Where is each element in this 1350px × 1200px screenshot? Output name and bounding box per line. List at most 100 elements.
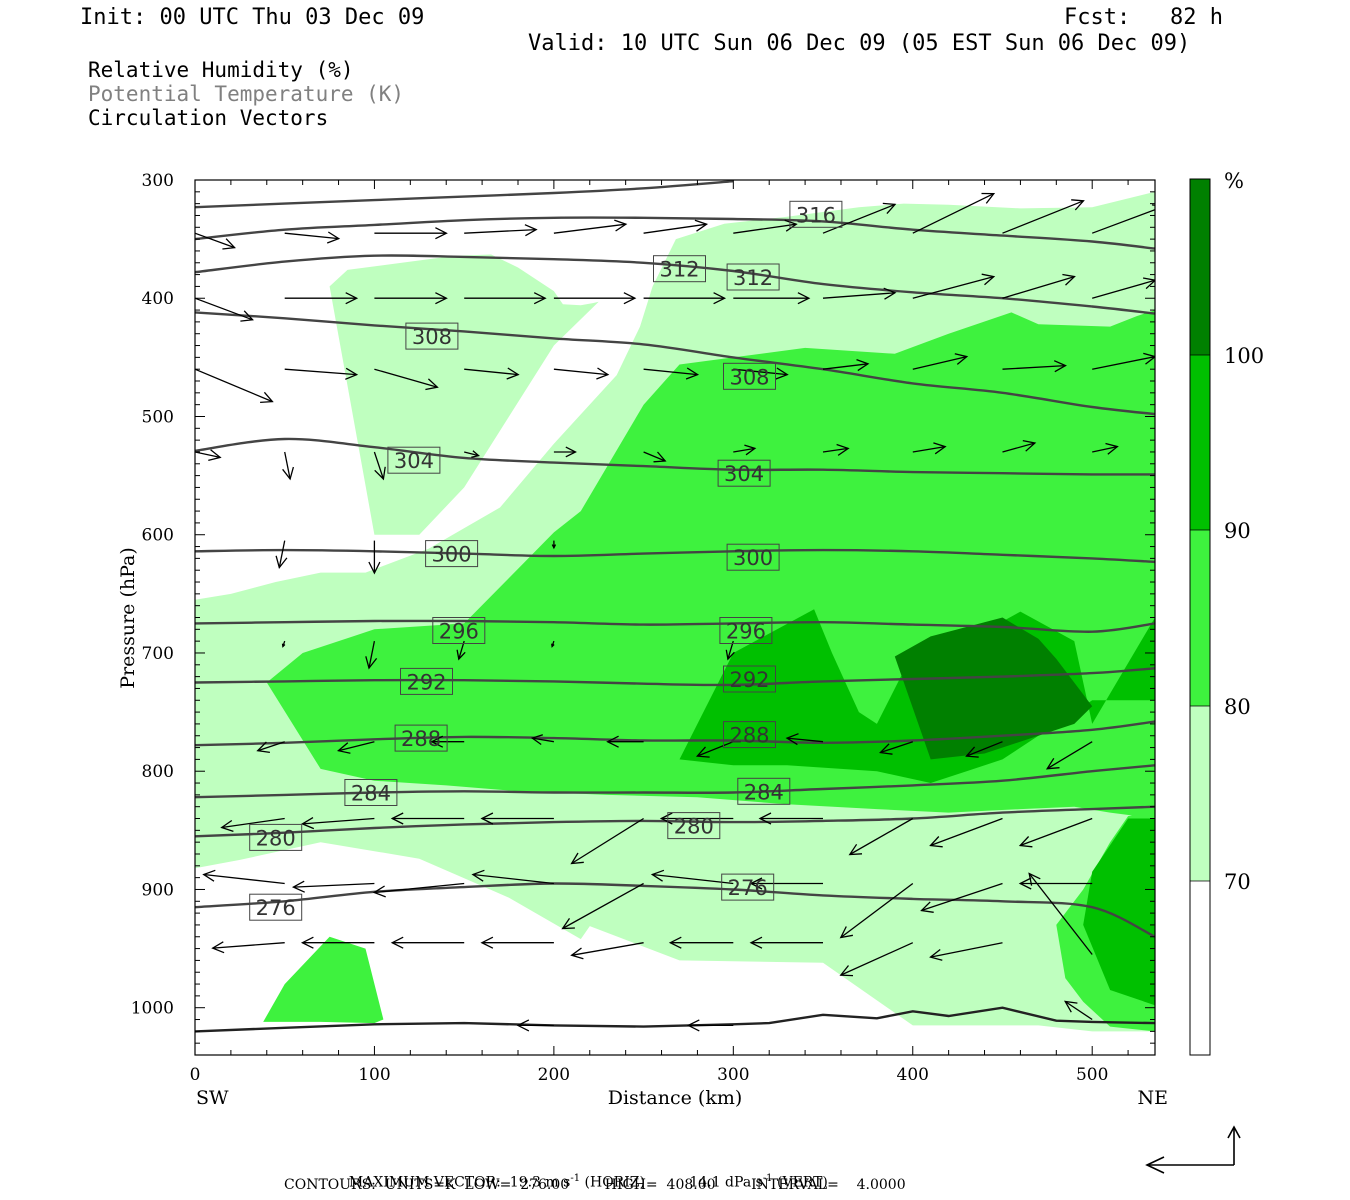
vector-head [275, 555, 288, 570]
surface-line [195, 1006, 1155, 1033]
vector-arrow [929, 942, 1003, 961]
vector-arrow [1002, 273, 1076, 299]
vector-arrow [553, 367, 610, 380]
vector-arrow [965, 741, 1003, 758]
contour-label-box [789, 200, 843, 228]
contour-label-box [432, 617, 486, 644]
vector-arrow [480, 812, 554, 825]
vector-arrow [464, 367, 520, 380]
vector-arrow [695, 741, 734, 758]
contour-label: 292 [400, 667, 453, 695]
contour-labels: 316 312 312 308 308 304 304 300 300 296 296 292 292 2… [249, 200, 843, 921]
contour-label-text: 288 [729, 724, 769, 748]
field-rh-label: Relative Humidity (%) [88, 58, 354, 82]
vector-arrow [553, 219, 628, 234]
isentrope-308 [195, 311, 1155, 416]
contour-label-box [717, 459, 771, 487]
ne-endpoint-label: NE [1138, 1087, 1169, 1109]
vector-arrow [912, 192, 996, 234]
contour-label-text: 280 [674, 815, 714, 839]
vector-shaft [930, 817, 1003, 847]
vector-shaft [221, 817, 285, 829]
isentrope-276 [195, 882, 1155, 938]
vector-head [291, 880, 305, 893]
vector-arrow [516, 1019, 554, 1032]
vector-shaft [553, 368, 608, 376]
vector-head [480, 936, 494, 949]
vector-shaft [921, 882, 1003, 912]
vector-shaft [458, 640, 465, 660]
contour-label-text: 280 [256, 826, 296, 850]
vector-head [882, 202, 897, 215]
vector-shaft [571, 942, 644, 956]
vector-head [456, 649, 466, 661]
vector-head [240, 310, 254, 322]
vector-arrow [336, 741, 375, 754]
contour-label: 296 [432, 617, 486, 644]
contour-label-box [400, 667, 453, 695]
vector-arrow [390, 812, 465, 825]
contour-label: 288 [723, 721, 776, 749]
vector-shaft [195, 368, 273, 403]
vector-arrow [848, 817, 914, 856]
contour-label: 308 [405, 322, 459, 350]
vector-arrow [464, 292, 547, 305]
reference-vector [1145, 1125, 1241, 1174]
vector-shaft [880, 741, 914, 754]
vector-arrow [430, 735, 465, 748]
vector-arrow [195, 368, 274, 404]
y-tick-label: 400 [142, 289, 174, 309]
vector-shaft [464, 228, 537, 234]
vector-shaft [284, 368, 357, 376]
vector-arrow [480, 936, 554, 949]
vector-arrow [220, 817, 285, 833]
vector-shaft [338, 741, 375, 752]
vector-shaft [643, 368, 698, 376]
vector-head [570, 852, 584, 865]
vector-head [430, 735, 444, 748]
contour-label-text: 292 [729, 668, 769, 692]
vector-head [929, 948, 943, 961]
vector-shaft [697, 741, 734, 757]
vector-shaft [374, 882, 465, 894]
vector-arrow [464, 224, 538, 237]
isentrope-320 [195, 180, 734, 209]
vector-arrow [733, 367, 789, 380]
vector-shaft [553, 223, 626, 234]
x-axis-label: Distance (km) [608, 1087, 743, 1109]
vector-head [570, 947, 584, 960]
vector-head [933, 442, 947, 455]
vector-arrow [659, 812, 734, 825]
vector-shaft [822, 363, 869, 370]
vector-arrow [1091, 204, 1155, 234]
vector-head [480, 812, 494, 825]
valid-time: Valid: 10 UTC Sun 06 Dec 09 (05 EST Sun … [528, 31, 1191, 56]
axis-ticks [194, 179, 1155, 1056]
vector-arrow [1002, 439, 1037, 453]
contour-label-text: 308 [729, 365, 769, 389]
vector-head [1143, 352, 1155, 365]
vector-shaft [212, 942, 285, 949]
vector-shaft [1002, 442, 1036, 453]
vector-shaft [840, 942, 914, 976]
vector-head [685, 367, 700, 380]
vector-head [425, 378, 439, 391]
vector-arrow [1018, 877, 1093, 890]
contour-label: 300 [425, 540, 479, 568]
vector-arrow [733, 444, 757, 456]
x-tick-label: 0 [190, 1065, 201, 1085]
colorbar-band-low [1190, 881, 1210, 1055]
rh-shading [195, 191, 1155, 1032]
max-vector-vert: (VERT) [772, 1174, 828, 1191]
contour-label-box [344, 779, 398, 806]
vector-head [749, 936, 763, 949]
vector-head [524, 224, 538, 237]
contour-label-text: 312 [659, 258, 699, 282]
vector-shaft [912, 445, 946, 453]
y-tick-label: 500 [142, 407, 174, 427]
circulation-vectors [195, 192, 1155, 1032]
max-vector-horiz: (HORIZ) 14.1 dPa s [580, 1174, 763, 1191]
vector-arrow [282, 451, 295, 481]
contour-label-box [726, 263, 780, 291]
contour-label-text: 316 [796, 203, 836, 227]
